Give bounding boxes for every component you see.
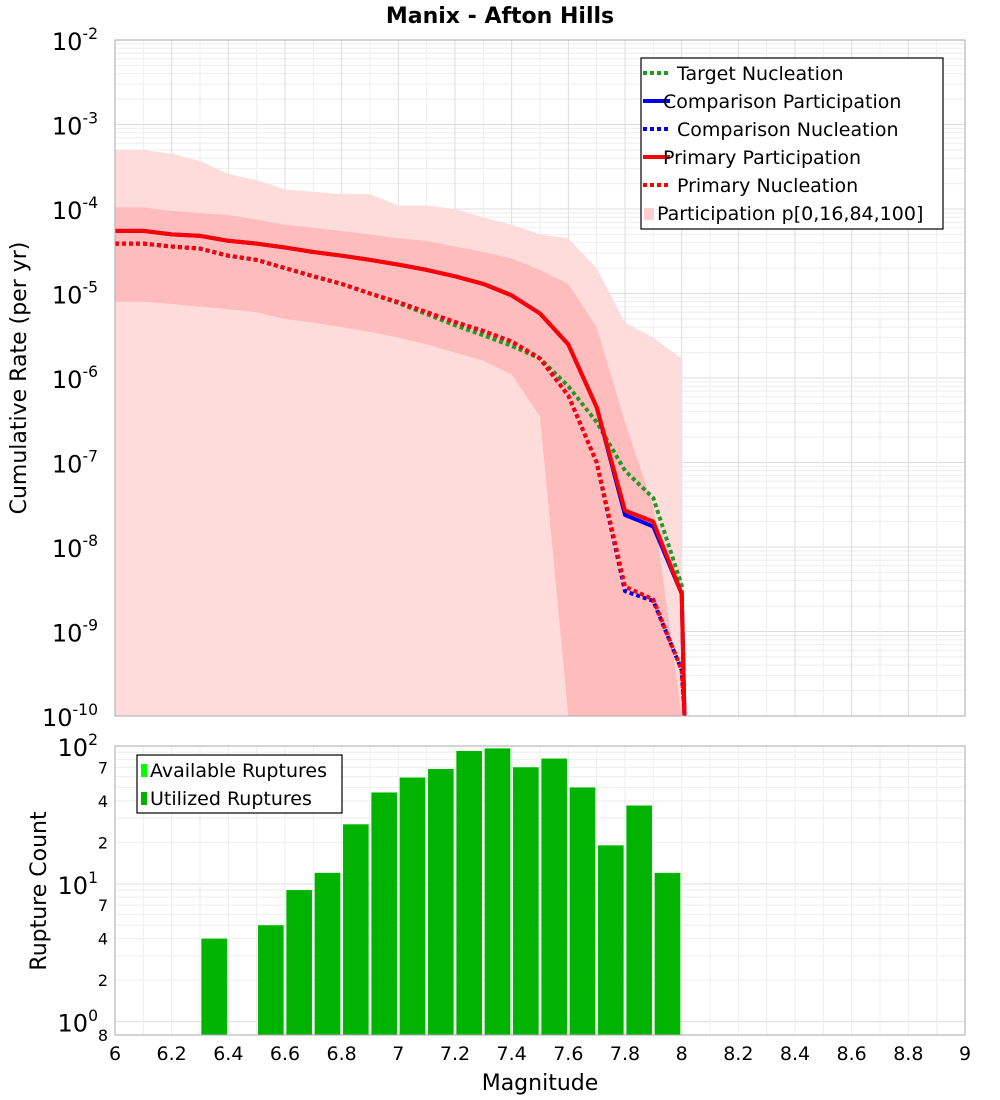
y-tick-label: 10-7 bbox=[52, 448, 98, 479]
x-axis-label: Magnitude bbox=[482, 1071, 599, 1096]
bar-utilized-ruptures bbox=[371, 792, 397, 1035]
bar-utilized-ruptures bbox=[569, 787, 596, 1035]
bar-utilized-ruptures bbox=[201, 938, 227, 1035]
legend-label: Primary Nucleation bbox=[677, 175, 858, 197]
chart-title: Manix - Afton Hills bbox=[386, 4, 614, 29]
legend-label: Available Ruptures bbox=[150, 760, 327, 782]
x-tick-label: 8 bbox=[676, 1043, 688, 1065]
bar-utilized-ruptures bbox=[428, 769, 454, 1035]
y-axis-label-count: Rupture Count bbox=[27, 811, 52, 971]
legend-swatch bbox=[141, 792, 147, 805]
y-tick-label: 10-10 bbox=[42, 701, 98, 732]
bar-utilized-ruptures bbox=[286, 890, 312, 1035]
y-tick-label: 7 bbox=[98, 758, 108, 777]
bar-utilized-ruptures bbox=[258, 925, 284, 1035]
series-line-primary-participation bbox=[115, 228, 687, 717]
y-tick-label: 2 bbox=[98, 833, 108, 852]
x-tick-label: 7.2 bbox=[440, 1043, 470, 1065]
y-axis-label-rate: Cumulative Rate (per yr) bbox=[7, 242, 32, 515]
y-tick-label: 2 bbox=[98, 971, 108, 990]
x-tick-label: 6.4 bbox=[213, 1043, 243, 1065]
y-tick-label: 101 bbox=[58, 869, 98, 900]
bar-utilized-ruptures bbox=[484, 748, 511, 1035]
bar-utilized-ruptures bbox=[654, 872, 681, 1035]
y-tick-label: 10-9 bbox=[52, 617, 98, 648]
legend: Available Ruptures Utilized Ruptures bbox=[136, 754, 343, 814]
legend-box bbox=[640, 57, 944, 230]
rate-plot: 10-2 10-3 10-4 10-5 10-6 10-7 10-8 10-9 10-10 Tar… bbox=[42, 25, 966, 732]
bar-utilized-ruptures bbox=[314, 872, 341, 1035]
legend-label: Target Nucleation bbox=[676, 63, 844, 85]
y-tick-label: 4 bbox=[98, 792, 108, 811]
x-tick-label: 7 bbox=[392, 1043, 404, 1065]
y-tick-label: 10-4 bbox=[52, 194, 98, 225]
x-tick-label: 6 bbox=[109, 1043, 121, 1065]
legend-box bbox=[136, 754, 343, 814]
x-tick-label: 9 bbox=[959, 1043, 971, 1065]
y-tick-label: 100 bbox=[58, 1007, 98, 1038]
bar-utilized-ruptures bbox=[598, 845, 624, 1035]
bar-utilized-ruptures bbox=[541, 758, 567, 1035]
bar-utilized-ruptures bbox=[343, 824, 369, 1035]
legend-label: Utilized Ruptures bbox=[150, 788, 312, 810]
y-tick-label: 10-8 bbox=[52, 532, 98, 563]
y-tick-label: 10-3 bbox=[52, 110, 98, 141]
x-tick-label: 8.4 bbox=[780, 1043, 810, 1065]
legend-label: Comparison Participation bbox=[663, 91, 901, 113]
y-tick-label: 10-6 bbox=[52, 363, 98, 394]
x-tick-label: 7.6 bbox=[553, 1043, 583, 1065]
legend: Target Nucleation Comparison Participatio… bbox=[640, 57, 944, 230]
bar-utilized-ruptures bbox=[513, 767, 539, 1035]
x-tick-label: 7.8 bbox=[610, 1043, 640, 1065]
y-tick-label: 4 bbox=[98, 930, 108, 949]
legend-label: Comparison Nucleation bbox=[677, 119, 899, 141]
bar-utilized-ruptures bbox=[626, 805, 652, 1035]
y-tick-label: 8 bbox=[98, 1026, 108, 1045]
y-tick-label: 7 bbox=[98, 896, 108, 915]
x-tick-label: 6.6 bbox=[270, 1043, 300, 1065]
bar-utilized-ruptures bbox=[399, 777, 426, 1035]
series-line-primary-nucleation bbox=[115, 241, 687, 717]
y-tick-label: 10-5 bbox=[52, 279, 98, 310]
legend-swatch bbox=[644, 208, 654, 220]
x-tick-label: 8.2 bbox=[723, 1043, 753, 1065]
plot-border bbox=[114, 39, 966, 717]
y-tick-label: 10-2 bbox=[52, 25, 98, 56]
legend-swatch bbox=[141, 764, 147, 777]
x-tick-label: 8.6 bbox=[837, 1043, 867, 1065]
x-tick-label: 7.4 bbox=[497, 1043, 527, 1065]
x-tick-label: 8.8 bbox=[893, 1043, 923, 1065]
y-tick-label: 102 bbox=[58, 731, 98, 762]
band-inner bbox=[115, 207, 682, 716]
legend-label: Participation p[0,16,84,100] bbox=[657, 203, 923, 225]
x-tick-label: 6.2 bbox=[157, 1043, 187, 1065]
plot-border bbox=[114, 745, 966, 1036]
legend-label: Primary Participation bbox=[663, 147, 861, 169]
x-tick-label: 6.8 bbox=[327, 1043, 357, 1065]
bar-utilized-ruptures bbox=[456, 750, 482, 1035]
